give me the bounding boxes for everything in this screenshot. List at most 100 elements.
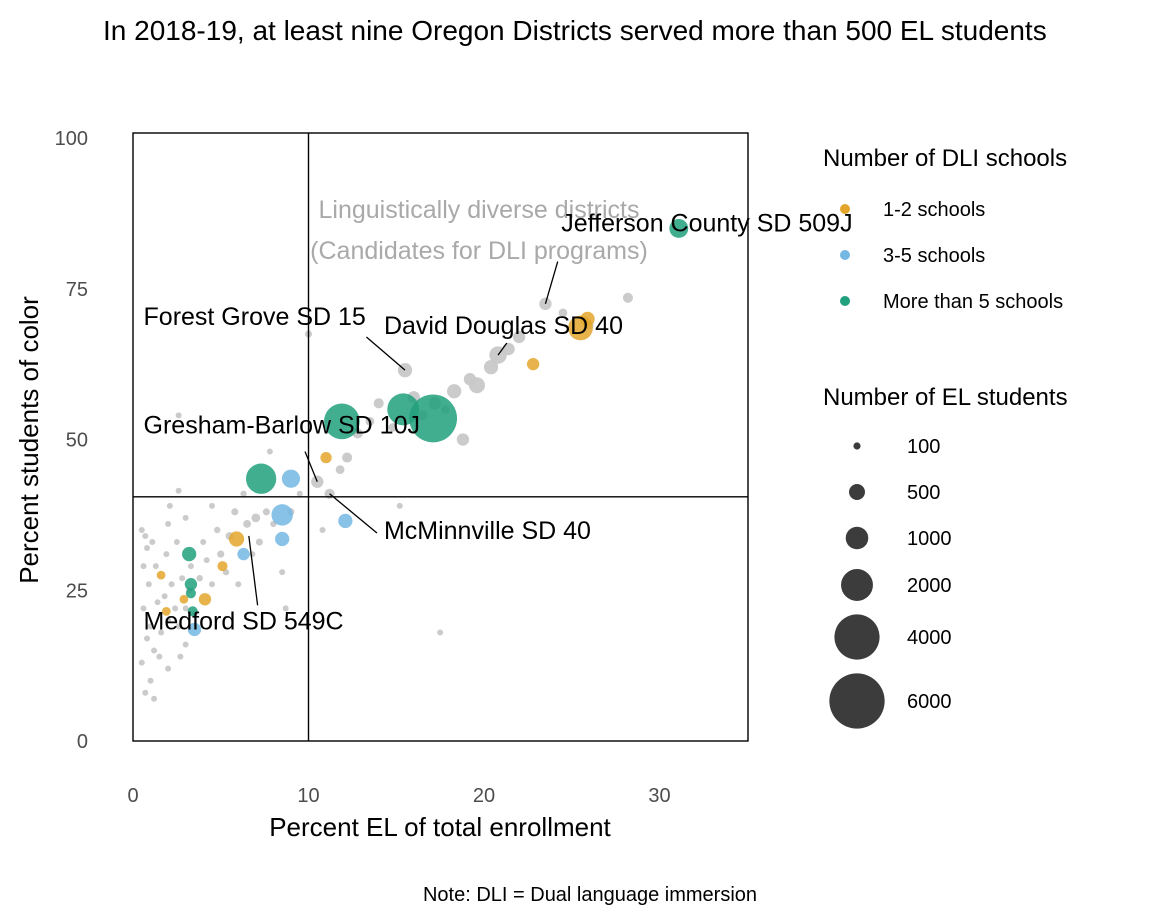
data-point: (31.1, 85) n=700 [669, 219, 689, 238]
y-tick-label: 75 [66, 279, 88, 301]
annotation-leader [544, 261, 559, 305]
data-point: (0.6, 29) n=10 [140, 563, 147, 570]
data-point: (2.6, 54) n=10 [175, 412, 182, 419]
legend-dli-schools: Number of DLI schools 1-2 schools 3-5 sch… [823, 145, 1067, 313]
data-point: (19.6, 59) n=500 [468, 377, 485, 394]
legend-dli-title: Number of DLI schools [823, 145, 1067, 172]
data-point: (4, 33) n=40 [200, 539, 207, 546]
data-point: (6.3, 31) n=300 [237, 547, 250, 561]
y-tick-label: 50 [66, 430, 88, 452]
data-point: (2, 20) n=20 [165, 617, 172, 624]
legend-size-key [829, 673, 885, 729]
annotation-label: Medford SD 549C [144, 607, 344, 635]
data-point: (0.7, 8) n=5 [142, 689, 149, 696]
data-point: (8.7, 22) n=30 [282, 605, 289, 612]
data-point: (1.2, 7) n=5 [151, 695, 158, 702]
data-point: (2.4, 22) n=20 [172, 605, 179, 612]
data-point: (17.1, 53.5) n=4500 [409, 394, 458, 443]
annotations-layer: Jefferson County SD 509J Forest Grove SD … [144, 209, 853, 635]
data-point: (17.5, 18) n=10 [437, 629, 444, 636]
data-point: (12.2, 47) n=200 [342, 452, 353, 463]
annotation-leader [304, 451, 318, 482]
data-point: (14.8, 52) n=150 [388, 423, 398, 432]
data-point: (4.8, 35) n=80 [214, 526, 221, 534]
data-point: (4.5, 26) n=60 [208, 581, 215, 588]
legend-el-students: Number of EL students 100 500 1000 2000 4000… [823, 384, 1068, 729]
reference-lines [133, 133, 748, 741]
data-point: (10.8, 35) n=20 [319, 526, 326, 533]
annotation-leader [365, 336, 406, 371]
data-point: (4.1, 23.5) n=300 [198, 593, 212, 606]
annotation-label: Gresham-Barlow SD 10J [144, 411, 420, 439]
x-tick-label: 10 [297, 785, 319, 807]
panel-border [132, 132, 749, 742]
data-point: (10.5, 43) n=300 [311, 475, 324, 488]
data-point: (11, 47) n=250 [320, 451, 332, 464]
data-point: (3, 22) n=50 [182, 605, 189, 612]
data-point: (3.3, 29) n=40 [187, 563, 194, 570]
annotation-leader [248, 535, 259, 606]
x-axis-label: Percent EL of total enrollment [269, 812, 611, 842]
data-point: (2.9, 23.5) n=150 [179, 594, 189, 604]
annotation-leader [497, 342, 508, 356]
legend-size-key [853, 442, 861, 450]
data-point: (28.2, 73.5) n=200 [622, 292, 633, 303]
data-point: (7.2, 33) n=100 [255, 538, 263, 546]
legend-size-key [841, 569, 873, 601]
legend-size-label: 500 [907, 482, 940, 504]
data-point: (0.8, 32) n=10 [144, 545, 151, 552]
data-point: (7, 37) n=150 [251, 513, 261, 523]
data-point: (1.6, 18) n=30 [158, 629, 165, 636]
legend-size-label: 100 [907, 436, 940, 458]
quadrant-label: Linguistically diverse districts (Candida… [310, 196, 648, 265]
data-point: (1, 19) n=20 [147, 623, 154, 630]
data-point: (5, 31) n=100 [217, 550, 225, 558]
quadrant-label-line: (Candidates for DLI programs) [310, 237, 648, 265]
data-point: (21.4, 65) n=300 [502, 342, 515, 356]
data-point: (8.5, 33.5) n=400 [275, 531, 290, 547]
data-point: (2.5, 33) n=40 [173, 539, 180, 546]
legend-color-label: 1-2 schools [883, 199, 985, 221]
data-point: (5.8, 38) n=100 [231, 508, 239, 516]
legend-size-key [845, 526, 869, 550]
data-point: (2.6, 41.5) n=10 [175, 487, 182, 494]
legend-color-key [840, 204, 850, 214]
data-point: (0.5, 35) n=10 [138, 526, 145, 533]
data-point: (3.2, 31) n=400 [182, 546, 197, 562]
points-layer: (0.6, 22) n=15 (0.8, 17) n=15 (0.5, 13) n=… [138, 219, 689, 702]
data-point: (3.3, 24.5) n=200 [185, 588, 196, 599]
data-point: (1.9, 21.5) n=150 [161, 606, 171, 616]
legend-size-label: 4000 [907, 627, 952, 649]
data-point: (1.5, 14) n=10 [156, 653, 163, 660]
data-point: (2, 12) n=15 [165, 665, 172, 672]
data-point: (18.8, 50) n=300 [456, 433, 470, 446]
data-point: (6, 26) n=60 [235, 581, 242, 588]
data-point: (3, 16) n=30 [182, 641, 189, 648]
data-point: (4.5, 39) n=20 [208, 502, 215, 509]
data-point: (0.6, 22) n=15 [140, 605, 147, 612]
y-tick-label: 100 [55, 128, 88, 150]
data-point: (15.2, 39) n=20 [396, 502, 403, 509]
data-point: (2.2, 26) n=30 [168, 581, 175, 588]
data-point: (5.9, 33.5) n=450 [228, 531, 245, 547]
data-point: (6.5, 36) n=120 [243, 520, 251, 528]
data-point: (3.4, 21.5) n=200 [187, 606, 198, 617]
data-point: (9.5, 41) n=60 [296, 490, 303, 497]
data-point: (1.8, 24) n=15 [161, 593, 168, 600]
legend-size-label: 6000 [907, 691, 952, 713]
annotation-label: Forest Grove SD 15 [144, 303, 366, 331]
data-point: (3.8, 27) n=80 [196, 574, 203, 582]
data-point: (2, 36) n=30 [165, 520, 172, 527]
data-point: (1.9, 31) n=15 [163, 551, 170, 558]
data-point: (11.9, 53) n=2500 [323, 403, 360, 440]
data-point: (14, 56) n=200 [373, 398, 384, 409]
annotation-label: Jefferson County SD 509J [561, 209, 852, 237]
data-point: (4.2, 30) n=70 [203, 557, 210, 564]
data-point: (6.3, 41) n=80 [240, 490, 247, 497]
data-point: (0.9, 26) n=15 [145, 581, 152, 588]
data-point: (3, 37) n=20 [182, 514, 189, 521]
data-point: (0.5, 13) n=10 [138, 659, 145, 666]
legend-size-label: 2000 [907, 575, 952, 597]
data-point: (5.1, 29) n=200 [217, 561, 228, 572]
